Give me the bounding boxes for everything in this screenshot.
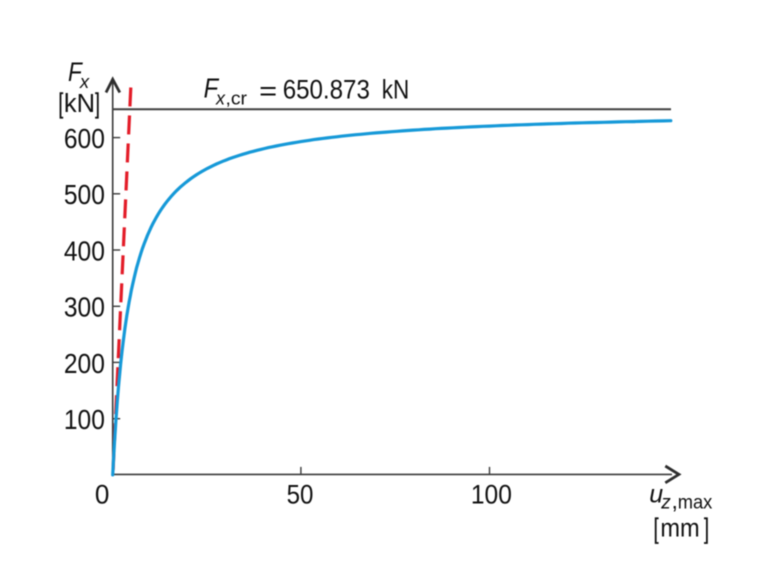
svg-text:100: 100 — [471, 479, 512, 509]
svg-text:x: x — [79, 71, 90, 92]
svg-text:F: F — [68, 57, 83, 87]
svg-text:x: x — [215, 89, 226, 109]
svg-text:400: 400 — [64, 235, 105, 266]
svg-text:500: 500 — [64, 179, 105, 210]
svg-text:mm: mm — [660, 515, 699, 543]
svg-text:50: 50 — [287, 479, 314, 509]
svg-text:300: 300 — [64, 292, 105, 323]
svg-text:kN: kN — [64, 88, 95, 118]
svg-text:=: = — [259, 76, 277, 106]
svg-text:650.873: 650.873 — [283, 74, 370, 104]
svg-text:0: 0 — [95, 479, 110, 509]
svg-text:,: , — [672, 488, 678, 514]
svg-text:,cr: ,cr — [226, 89, 248, 109]
svg-text:600: 600 — [64, 123, 105, 154]
svg-text:200: 200 — [64, 348, 105, 379]
svg-text:max: max — [678, 493, 713, 514]
svg-text:100: 100 — [64, 404, 105, 435]
svg-text:z: z — [660, 493, 671, 514]
svg-text:F: F — [204, 73, 220, 104]
svg-text:kN: kN — [382, 74, 410, 104]
svg-text:u: u — [649, 481, 663, 509]
